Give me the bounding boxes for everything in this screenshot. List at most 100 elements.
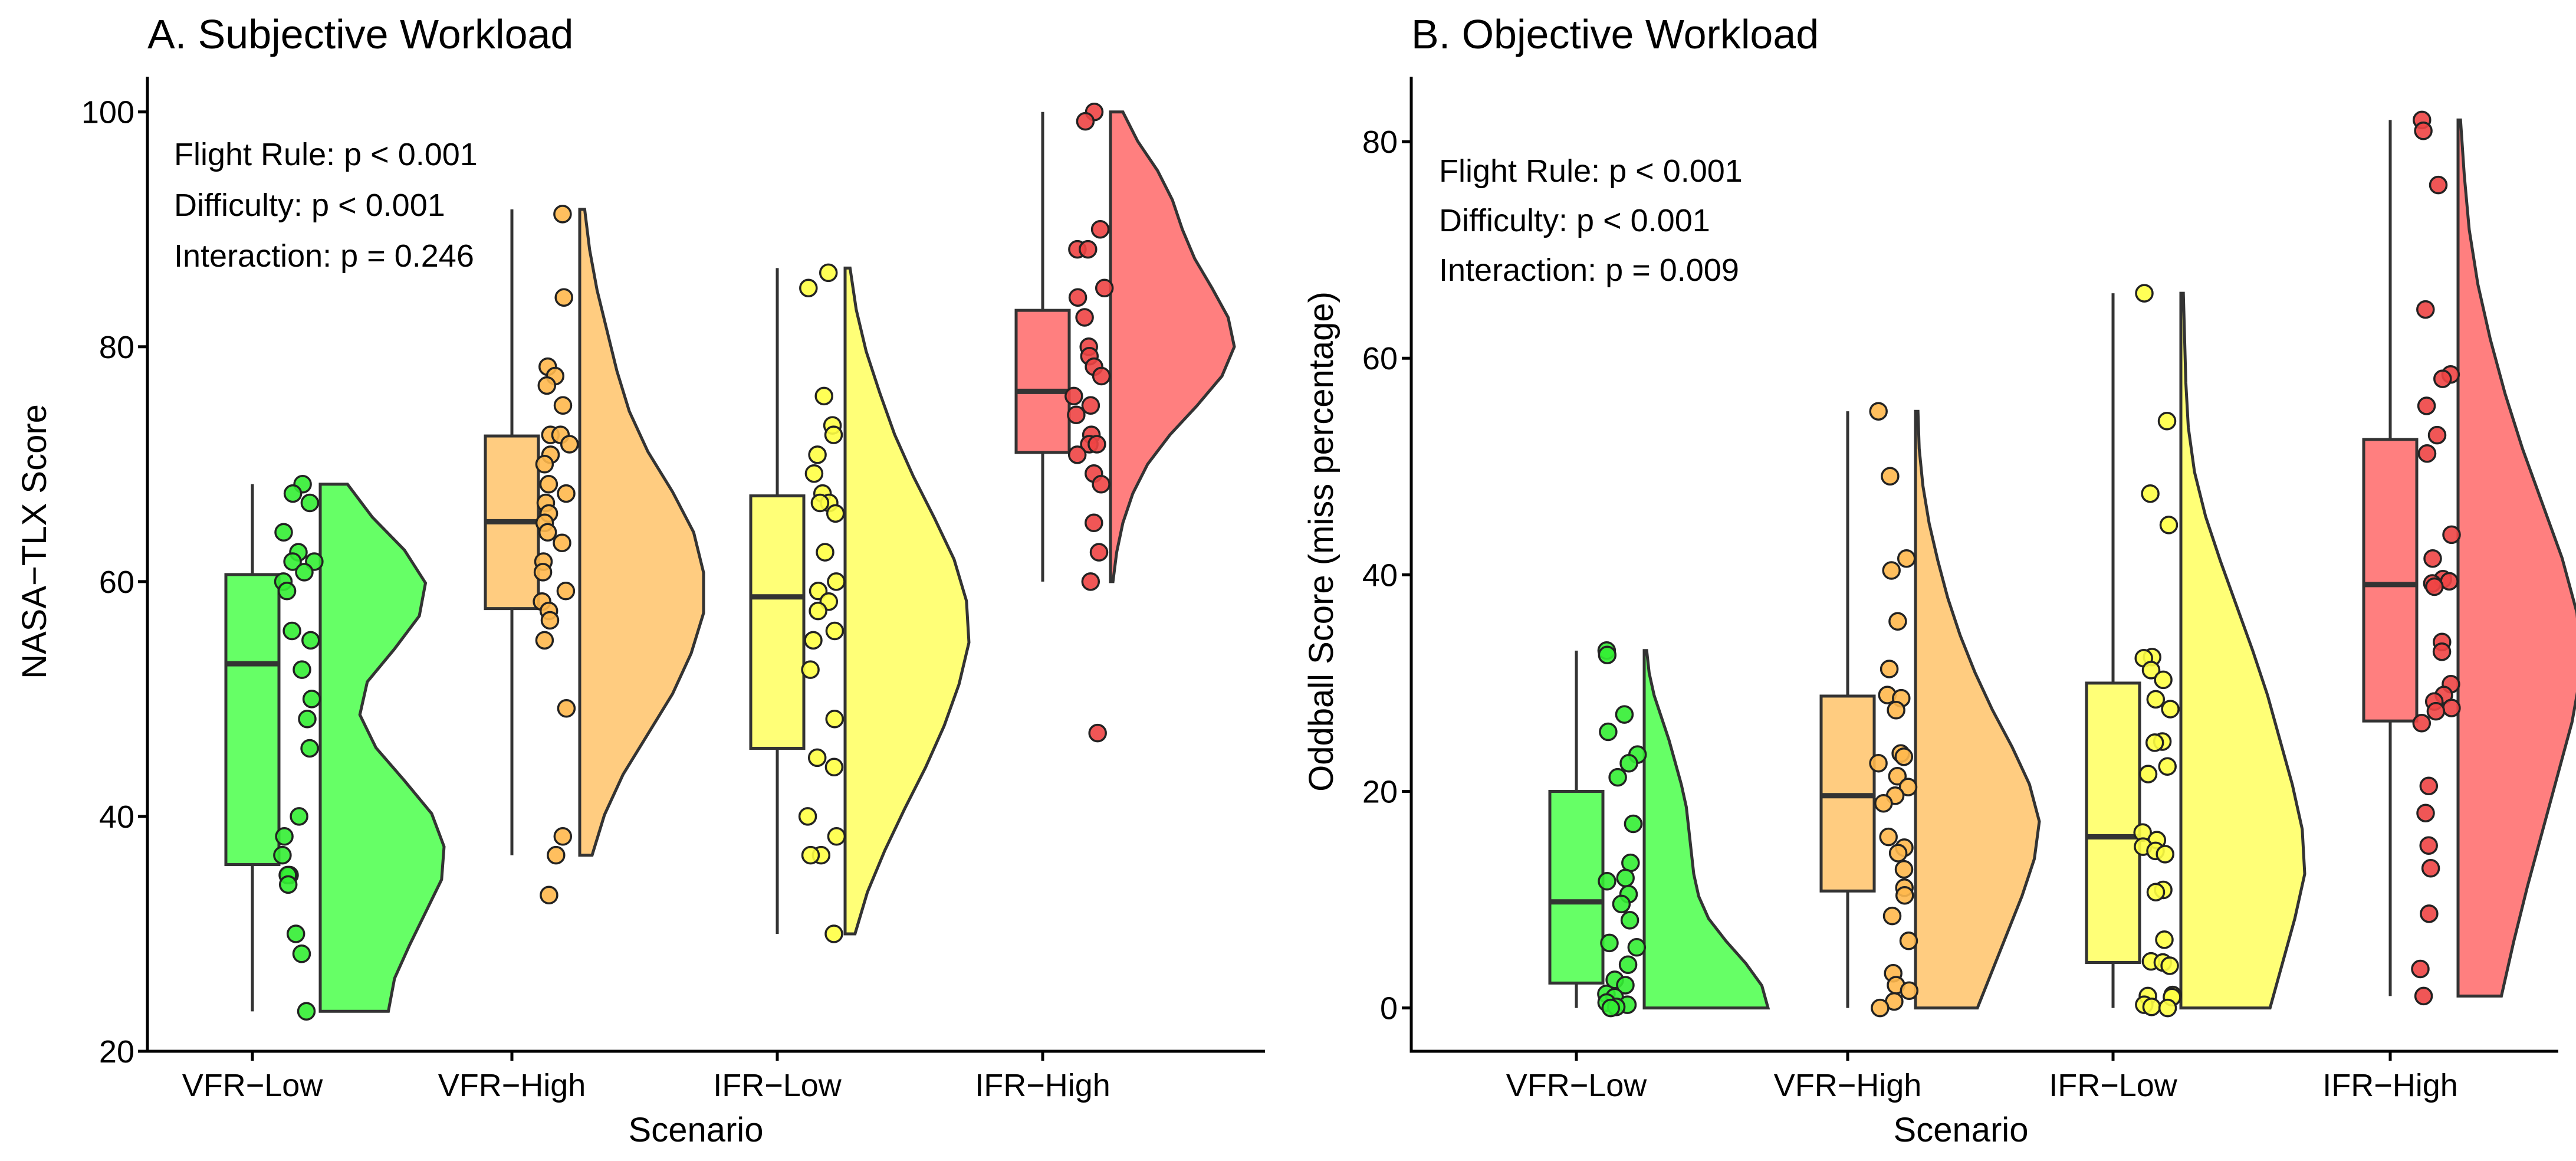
data-point — [556, 582, 576, 601]
data-point — [2423, 549, 2442, 568]
data-point — [283, 484, 303, 503]
data-point — [1600, 933, 1619, 953]
data-point — [302, 690, 321, 709]
data-point — [1601, 998, 1621, 1018]
density-cloud-2 — [578, 208, 705, 857]
data-point — [2161, 700, 2180, 719]
data-point — [2429, 175, 2448, 195]
data-point — [2414, 122, 2433, 140]
panel-a-annotation-interaction: Interaction: p = 0.246 — [174, 238, 474, 274]
data-point — [2414, 986, 2433, 1006]
y-tick-label: 60 — [99, 565, 134, 600]
data-point — [825, 621, 845, 641]
data-point — [1079, 240, 1098, 259]
data-point — [1619, 753, 1638, 773]
data-point — [557, 484, 576, 503]
data-point — [798, 807, 817, 826]
data-point — [1081, 572, 1100, 591]
panel-b-x-axis-title: Scenario — [1894, 1111, 2029, 1149]
data-point — [293, 660, 311, 679]
y-tick-label: 40 — [1362, 557, 1398, 593]
data-point — [298, 709, 317, 729]
data-point — [2416, 300, 2435, 319]
data-point — [1089, 543, 1109, 562]
data-point — [1879, 827, 1898, 847]
density-cloud-4 — [1109, 110, 1236, 583]
density-cloud-2 — [1914, 409, 2041, 1010]
data-point — [1895, 885, 1914, 905]
data-point — [814, 386, 833, 406]
data-point — [1871, 998, 1890, 1018]
data-point — [2419, 776, 2439, 796]
data-point — [1880, 660, 1899, 678]
box-1 — [1548, 789, 1605, 985]
data-point — [824, 757, 844, 777]
panel-b-annotation-difficulty: Difficulty: p < 0.001 — [1439, 203, 1710, 238]
data-point — [560, 435, 579, 454]
data-point — [553, 827, 573, 846]
data-point — [1874, 793, 1893, 813]
data-point — [290, 807, 308, 826]
data-point — [2416, 803, 2435, 822]
data-point — [2159, 516, 2179, 534]
data-point — [1616, 976, 1635, 995]
data-point — [539, 474, 558, 494]
data-point — [1616, 868, 1635, 888]
panel-b-annotation-flight-rule: Flight Rule: p < 0.001 — [1439, 153, 1743, 189]
data-point — [1064, 386, 1083, 406]
data-point — [1627, 938, 1647, 957]
data-point — [1092, 366, 1111, 386]
data-point — [1081, 396, 1100, 415]
x-tick-label-3: IFR−Low — [2049, 1068, 2178, 1103]
data-point — [553, 533, 571, 552]
density-cloud-1 — [1642, 649, 1770, 1010]
data-point — [2146, 690, 2166, 709]
data-point — [2146, 883, 2166, 901]
data-point — [283, 552, 302, 571]
data-point — [540, 885, 558, 905]
data-point — [275, 827, 294, 846]
data-point — [804, 464, 824, 483]
data-point — [1888, 844, 1908, 862]
data-point — [295, 563, 314, 582]
data-point — [816, 543, 834, 562]
panel-subjective-workload: A. Subjective Workload NASA−TLX Score Sc… — [15, 11, 1265, 1149]
data-point — [292, 944, 311, 963]
data-point — [2138, 765, 2158, 783]
data-point — [2158, 757, 2177, 776]
data-point — [2433, 369, 2452, 388]
data-point — [1888, 767, 1907, 786]
data-point — [1608, 768, 1627, 787]
data-point — [537, 376, 557, 395]
y-tick-label: 100 — [81, 95, 134, 130]
density-cloud-3 — [2179, 291, 2306, 1010]
data-point — [1598, 872, 1616, 891]
data-point — [1068, 288, 1087, 307]
data-point — [1894, 747, 1914, 766]
panel-a-x-axis-title: Scenario — [629, 1111, 764, 1149]
data-point — [2420, 904, 2439, 923]
data-point — [2417, 396, 2436, 415]
data-point — [2425, 577, 2444, 596]
y-tick-label: 80 — [99, 330, 134, 365]
data-point — [557, 699, 576, 718]
data-point — [1897, 549, 1916, 568]
data-point — [1888, 612, 1907, 631]
data-point — [2417, 444, 2437, 463]
data-point — [2412, 714, 2432, 733]
data-point — [535, 631, 554, 650]
data-point — [1869, 753, 1888, 773]
panel-a-annotation-flight-rule: Flight Rule: p < 0.001 — [174, 137, 478, 172]
data-point — [2157, 411, 2177, 431]
data-point — [553, 396, 573, 415]
data-point — [274, 523, 293, 542]
data-point — [540, 611, 560, 630]
data-point — [2135, 284, 2154, 303]
panel-b-axes: VFR−Low VFR−High IFR−Low IFR−High 0 20 40 60 80 — [1362, 77, 2558, 1103]
panel-a-axes: VFR−Low VFR−High IFR−Low IFR−High 20 40 60 80 10… — [81, 77, 1265, 1103]
data-point — [1088, 723, 1107, 743]
panel-b-marks — [1548, 110, 2576, 1018]
data-point — [1092, 474, 1110, 494]
data-point — [297, 1002, 316, 1021]
